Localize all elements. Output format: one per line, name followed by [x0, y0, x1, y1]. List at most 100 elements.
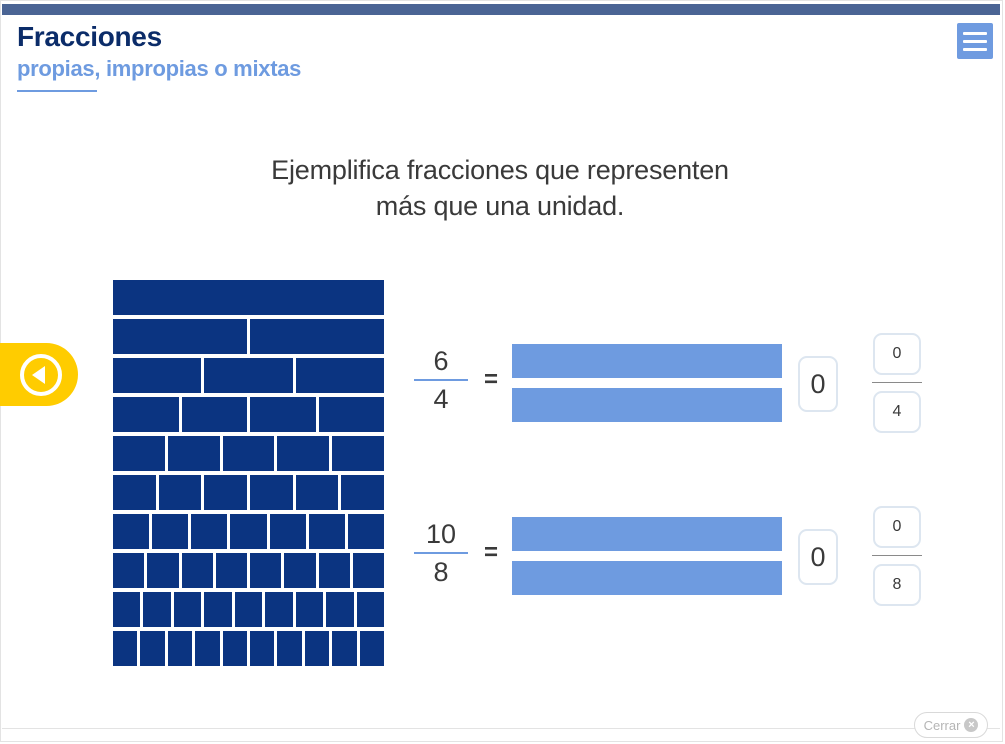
- fraction-wall-block: [215, 553, 247, 588]
- whole-number-input[interactable]: 0: [798, 356, 838, 412]
- mixed-denominator-field[interactable]: 4: [873, 391, 921, 433]
- unit-bar: [512, 388, 782, 422]
- fraction-wall-row: [113, 553, 384, 588]
- fraction-wall-block: [181, 397, 247, 432]
- fraction-wall-block: [113, 514, 150, 549]
- fraction-wall-row: [113, 514, 384, 549]
- fraction-wall-block: [341, 475, 385, 510]
- fraction-wall-block: [308, 514, 345, 549]
- fraction-wall-block: [222, 436, 275, 471]
- fraction-line: [414, 552, 468, 554]
- instruction-line-1: Ejemplifica fracciones que representen: [271, 155, 729, 185]
- fraction-wall-block: [250, 397, 316, 432]
- top-bar: [2, 4, 1000, 15]
- fraction-wall-block: [143, 592, 171, 627]
- fraction-wall-block: [113, 397, 179, 432]
- fraction-wall-block: [152, 514, 189, 549]
- mixed-numerator-input[interactable]: 0: [873, 506, 921, 548]
- fraction-wall-block: [277, 631, 302, 666]
- fraction-wall-block: [113, 592, 141, 627]
- fraction-denominator: 8: [433, 557, 449, 587]
- fraction-wall-row: [113, 475, 385, 510]
- fraction-wall-block: [318, 553, 350, 588]
- instruction-line-2: más que una unidad.: [375, 191, 625, 221]
- fraction-wall-block: [113, 358, 202, 393]
- page-subtitle: propias, impropias o mixtas: [17, 56, 302, 81]
- close-icon: ×: [964, 718, 979, 732]
- unit-bar: [512, 561, 782, 595]
- fraction-wall-block: [113, 280, 384, 315]
- hamburger-menu-icon: [963, 47, 987, 51]
- back-button[interactable]: [0, 343, 78, 406]
- fraction-wall-block: [295, 592, 324, 627]
- fraction-wall-block: [332, 631, 357, 666]
- fraction-wall-block: [140, 631, 165, 666]
- fraction-wall-block: [181, 553, 213, 588]
- fraction-wall-row: [113, 436, 384, 471]
- fraction-wall-block: [113, 475, 156, 510]
- fraction-wall-block: [326, 592, 354, 627]
- fraction-wall-block: [113, 436, 165, 471]
- fraction-wall-block: [113, 631, 138, 666]
- instruction-text: Ejemplifica fracciones que representen m…: [200, 152, 800, 224]
- fraction-wall-block: [250, 319, 384, 354]
- fraction-numerator: 6: [433, 346, 449, 376]
- hamburger-menu-icon: [963, 39, 987, 43]
- unit-bar: [512, 344, 782, 378]
- mixed-numerator-input[interactable]: 0: [873, 333, 921, 375]
- arrow-left-circle-icon: [20, 354, 62, 396]
- fraction-wall-block: [234, 592, 263, 627]
- fraction-wall-block: [250, 553, 282, 588]
- fraction-wall-block: [277, 436, 330, 471]
- fraction-wall-block: [222, 631, 248, 666]
- fraction-wall-block: [359, 631, 385, 666]
- fraction-wall-block: [284, 553, 316, 588]
- fraction-wall-block: [113, 319, 247, 354]
- fraction-wall-block: [167, 631, 193, 666]
- menu-button[interactable]: [957, 23, 993, 59]
- fraction-wall-block: [250, 631, 275, 666]
- fraction-wall-block: [195, 631, 220, 666]
- page-title: Fracciones: [17, 21, 162, 52]
- fraction-wall-row: [113, 280, 384, 315]
- fraction-wall-block: [191, 514, 228, 549]
- fraction-wall-block: [167, 436, 220, 471]
- fraction-wall-block: [265, 592, 293, 627]
- fraction-wall-block: [318, 397, 384, 432]
- fraction-wall-block: [230, 514, 267, 549]
- fraction-wall-block: [347, 514, 384, 549]
- fraction-wall-block: [304, 631, 330, 666]
- whole-number-input[interactable]: 0: [798, 529, 838, 585]
- equals-sign: =: [484, 366, 499, 393]
- fraction-wall-block: [158, 475, 202, 510]
- footer-divider: [2, 728, 1000, 729]
- mixed-fraction-line: [872, 382, 922, 383]
- fraction-10-8: 10 8: [414, 518, 468, 588]
- fraction-wall-block: [204, 592, 232, 627]
- fraction-wall-block: [295, 475, 339, 510]
- fraction-wall-row: [113, 397, 384, 432]
- fraction-wall-block: [269, 514, 306, 549]
- close-button[interactable]: Cerrar ×: [914, 712, 988, 738]
- fraction-wall: [113, 280, 385, 670]
- fraction-wall-block: [204, 358, 293, 393]
- fraction-wall-row: [113, 358, 384, 393]
- fraction-wall-block: [113, 553, 145, 588]
- fraction-denominator: 4: [433, 384, 449, 414]
- fraction-line: [414, 379, 468, 381]
- fraction-numerator: 10: [425, 519, 457, 549]
- fraction-wall-block: [250, 475, 293, 510]
- fraction-wall-block: [352, 553, 384, 588]
- fraction-wall-row: [113, 631, 385, 666]
- mixed-denominator-field[interactable]: 8: [873, 564, 921, 606]
- title-underline: [17, 90, 97, 92]
- fraction-6-4: 6 4: [414, 345, 468, 415]
- equals-sign: =: [484, 539, 499, 566]
- fraction-wall-block: [356, 592, 384, 627]
- fraction-wall-block: [173, 592, 202, 627]
- fraction-wall-row: [113, 319, 384, 354]
- hamburger-menu-icon: [963, 31, 987, 35]
- fraction-wall-block: [147, 553, 179, 588]
- fraction-wall-row: [113, 592, 384, 627]
- unit-bar: [512, 517, 782, 551]
